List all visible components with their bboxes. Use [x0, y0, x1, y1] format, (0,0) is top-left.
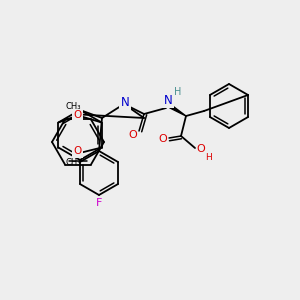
- Text: CH₃: CH₃: [66, 102, 81, 111]
- Text: H: H: [206, 152, 212, 161]
- Text: H: H: [174, 87, 182, 97]
- Text: O: O: [159, 134, 167, 144]
- Text: N: N: [121, 97, 129, 110]
- Text: O: O: [129, 130, 137, 140]
- Text: O: O: [74, 146, 82, 157]
- Polygon shape: [170, 104, 186, 116]
- Text: N: N: [164, 94, 172, 106]
- Text: CH₃: CH₃: [66, 158, 81, 167]
- Text: O: O: [196, 144, 206, 154]
- Text: O: O: [74, 110, 82, 121]
- Text: F: F: [96, 198, 102, 208]
